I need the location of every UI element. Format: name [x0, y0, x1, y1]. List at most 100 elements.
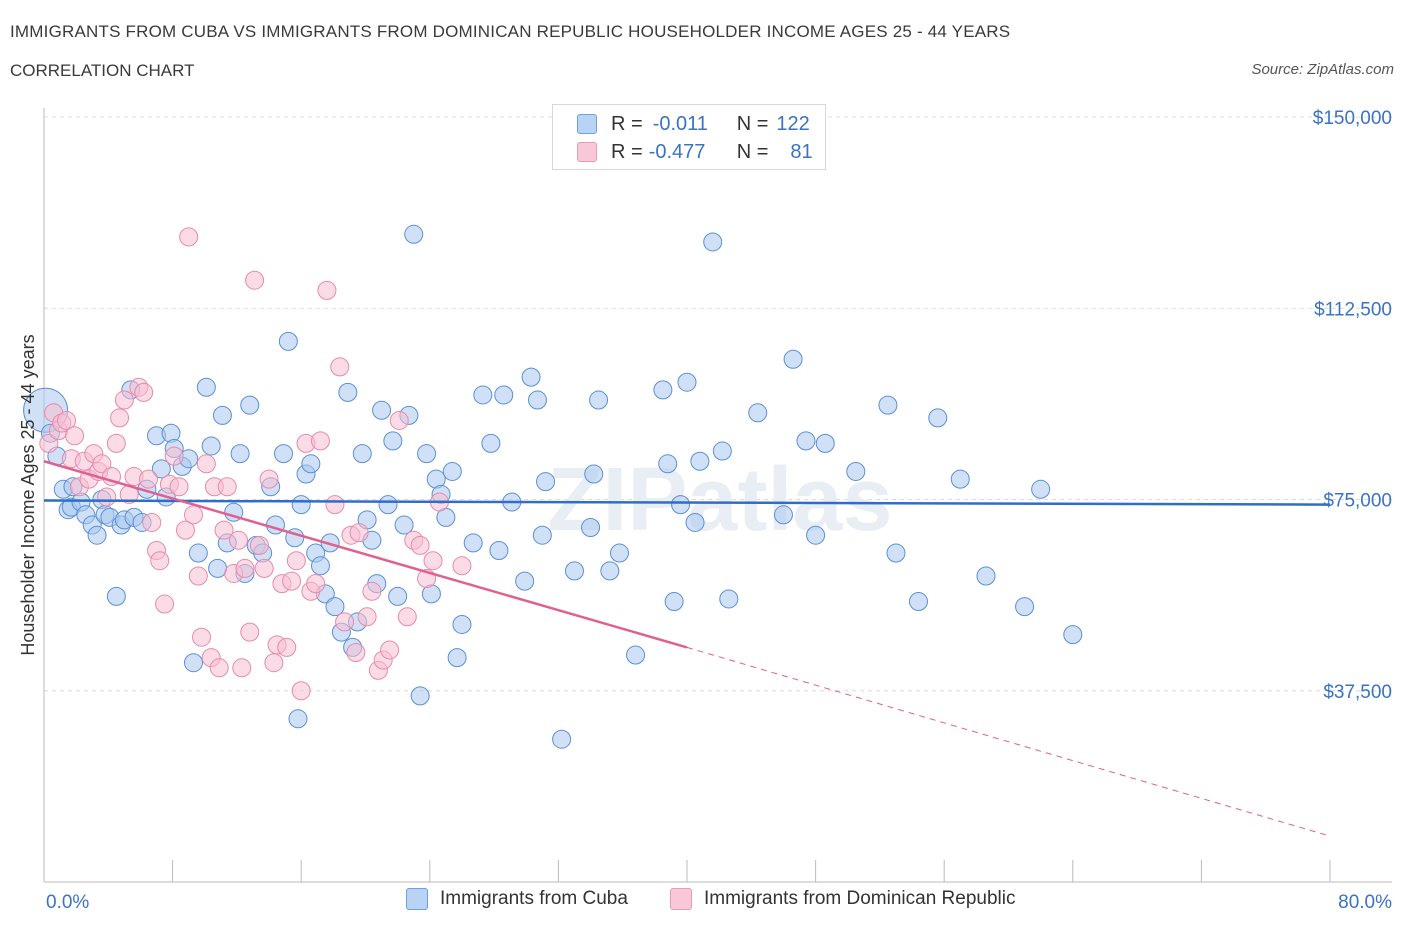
cuba-point — [589, 390, 609, 410]
cuba-point — [690, 451, 710, 471]
dominican-point — [410, 535, 430, 555]
dominican-point — [452, 556, 472, 576]
dominican-point — [346, 643, 366, 662]
cuba-point — [388, 586, 408, 606]
cuba-point — [581, 518, 601, 538]
dominican-point — [330, 357, 350, 377]
x-tick-label: 80.0% — [1338, 892, 1392, 913]
cuba-point — [325, 597, 345, 617]
dominican-point — [192, 627, 212, 647]
r-label: R = — [611, 112, 643, 135]
dominican-point — [240, 622, 260, 642]
dominican-point — [362, 581, 382, 601]
n-label: N = — [736, 112, 769, 135]
dominican-point — [175, 520, 195, 540]
cuba-point — [417, 444, 437, 464]
cuba-point — [196, 377, 216, 397]
dominican-point — [142, 512, 162, 532]
dominican-point — [209, 658, 229, 678]
dominican-point — [169, 477, 189, 497]
cuba-point — [878, 395, 898, 415]
cuba-point — [677, 372, 697, 392]
dominican-point — [235, 558, 255, 578]
dominican-point — [106, 433, 126, 453]
cuba-point — [151, 459, 171, 479]
cuba-point — [626, 645, 646, 665]
cuba-point — [1015, 597, 1035, 617]
cuba-point — [278, 331, 298, 351]
dominican-point — [397, 607, 417, 627]
y-tick-label: $75,000 — [1323, 491, 1392, 512]
axes — [43, 108, 1392, 883]
cuba-point — [288, 709, 308, 729]
cuba-legend-label: Immigrants from Cuba — [440, 888, 628, 909]
cuba-point — [685, 512, 705, 532]
cuba-point — [928, 408, 948, 428]
dominican-point — [65, 426, 85, 446]
cuba-point — [201, 436, 221, 456]
r-label: R = — [611, 140, 643, 163]
dominican-point — [164, 446, 184, 466]
dominican-points — [39, 227, 472, 701]
cuba-point — [1031, 479, 1051, 499]
dominican-point — [179, 227, 199, 247]
dominican-point — [264, 653, 284, 673]
cuba-n-value: 122 — [776, 112, 810, 135]
dominican-legend-label: Immigrants from Dominican Republic — [704, 888, 1016, 909]
cuba-point — [378, 495, 398, 515]
cuba-point — [658, 454, 678, 474]
bottom-legend-cuba: Immigrants from Cuba — [406, 888, 628, 910]
cuba-point — [950, 469, 970, 489]
cuba-point — [208, 558, 228, 578]
cuba-point — [653, 380, 673, 400]
cuba-point — [846, 461, 866, 481]
dominican-point — [325, 495, 345, 515]
dominican-point — [423, 551, 443, 571]
cuba-point — [161, 423, 181, 443]
trend-lines — [43, 460, 1331, 837]
dominican-point — [97, 487, 117, 507]
cuba-point — [712, 441, 732, 461]
cuba-point — [442, 461, 462, 481]
cuba-point — [481, 433, 501, 453]
cuba-point — [1063, 625, 1083, 645]
x-tick-label: 0.0% — [46, 892, 89, 913]
cuba-legend-swatch — [406, 888, 428, 910]
cuba-point — [473, 385, 493, 405]
cuba-r-value: -0.011 — [652, 112, 708, 135]
dominican-point — [114, 390, 134, 410]
y-axis-label: Householder Income Ages 25 - 44 years — [18, 334, 38, 655]
correlation-legend: R = -0.011 N = 122 R = -0.477 N = 81 — [552, 104, 826, 170]
x-tick-labels: 0.0% 80.0% — [46, 892, 1392, 913]
dominican-trend-extension — [686, 646, 1331, 837]
cuba-point — [338, 382, 358, 402]
dominican-point — [259, 469, 279, 489]
cuba-point — [301, 454, 321, 474]
dominican-point — [150, 551, 170, 571]
dominican-swatch — [577, 142, 597, 162]
cuba-point — [600, 561, 620, 581]
y-tick-label: $37,500 — [1323, 682, 1392, 703]
cuba-point — [404, 224, 424, 244]
dominican-point — [138, 469, 158, 489]
dominican-legend-swatch — [670, 888, 692, 910]
dominican-point — [134, 382, 154, 402]
watermark: ZIPatlas — [547, 450, 892, 550]
cuba-point — [528, 390, 548, 410]
cuba-point — [494, 385, 514, 405]
cuba-point — [796, 431, 816, 451]
cuba-point — [886, 543, 906, 563]
dominican-point — [254, 558, 274, 578]
cuba-point — [552, 729, 572, 749]
dominican-point — [291, 681, 311, 701]
cuba-point — [188, 543, 208, 563]
cuba-point — [372, 400, 392, 420]
dominican-point — [249, 535, 269, 555]
cuba-point — [212, 405, 232, 425]
cuba-point — [240, 395, 260, 415]
cuba-point — [310, 556, 330, 576]
dominican-point — [183, 505, 203, 525]
dominican-point — [110, 408, 130, 428]
dominican-point — [349, 523, 369, 543]
